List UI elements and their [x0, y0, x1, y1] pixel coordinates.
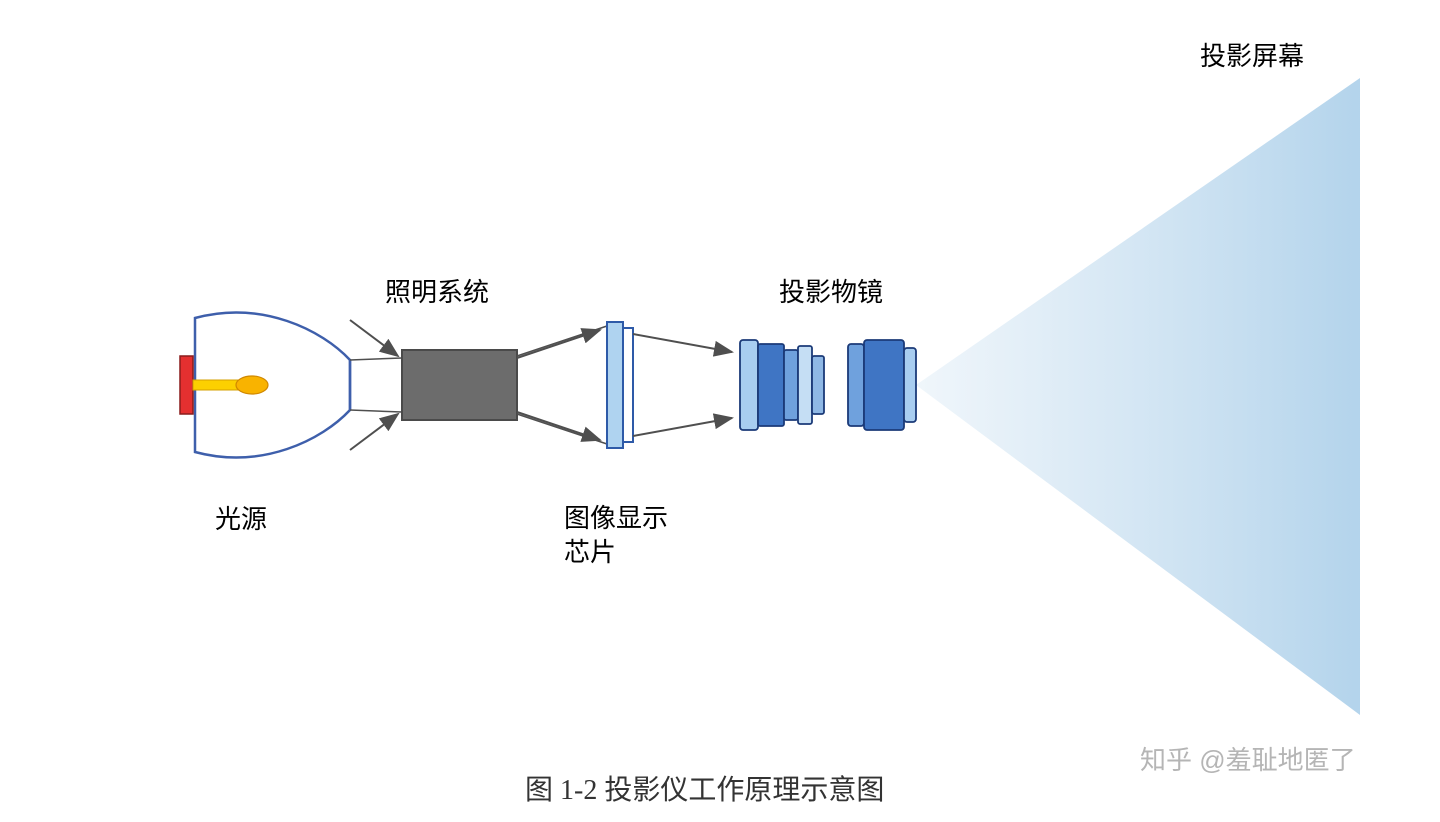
- label-illumination-system: 照明系统: [385, 272, 489, 309]
- label-light-source: 光源: [215, 499, 267, 536]
- lens-g1-2: [758, 344, 784, 426]
- filament-yellow-tip: [236, 376, 268, 394]
- label-image-chip-line1: 图像显示: [564, 498, 668, 535]
- ray-t3-top-arrow: [633, 334, 732, 352]
- lens-g2-3: [904, 348, 916, 422]
- lens-g1-1: [740, 340, 758, 430]
- projector-schematic-diagram: 光源 照明系统 图像显示 芯片 投影物镜 投影屏幕 图 1-2 投影仪工作原理示…: [0, 0, 1440, 817]
- filament-red-bar: [180, 356, 193, 414]
- lens-g2-1: [848, 344, 864, 426]
- image-chip-back: [607, 322, 623, 448]
- ray-t1-top-edge: [350, 358, 402, 360]
- image-chip-front: [623, 328, 633, 442]
- ray-t2-bottom-arrow: [517, 412, 600, 440]
- lens-g1-4: [798, 346, 812, 424]
- lens-g1-5: [812, 356, 824, 414]
- figure-caption: 图 1-2 投影仪工作原理示意图: [525, 768, 884, 808]
- ray-t1-bottom-arrow: [350, 414, 398, 450]
- zhihu-watermark: 知乎 @羞耻地匿了: [1140, 740, 1356, 777]
- ray-t2-top-edge: [517, 326, 607, 356]
- ray-t2-bottom-edge: [517, 414, 607, 444]
- ray-t3-bottom-arrow: [633, 418, 732, 436]
- diagram-svg: [0, 0, 1440, 817]
- ray-t2-top-arrow: [517, 330, 600, 358]
- label-image-chip-line2: 芯片: [564, 532, 616, 569]
- label-projection-lens: 投影物镜: [779, 272, 883, 309]
- lens-g2-2: [864, 340, 904, 430]
- ray-t1-top-arrow: [350, 320, 398, 356]
- illumination-system-block: [402, 350, 517, 420]
- projection-light-cone: [916, 78, 1360, 715]
- lens-g1-3: [784, 350, 798, 420]
- ray-t1-bottom-edge: [350, 410, 402, 412]
- label-projection-screen: 投影屏幕: [1200, 36, 1304, 73]
